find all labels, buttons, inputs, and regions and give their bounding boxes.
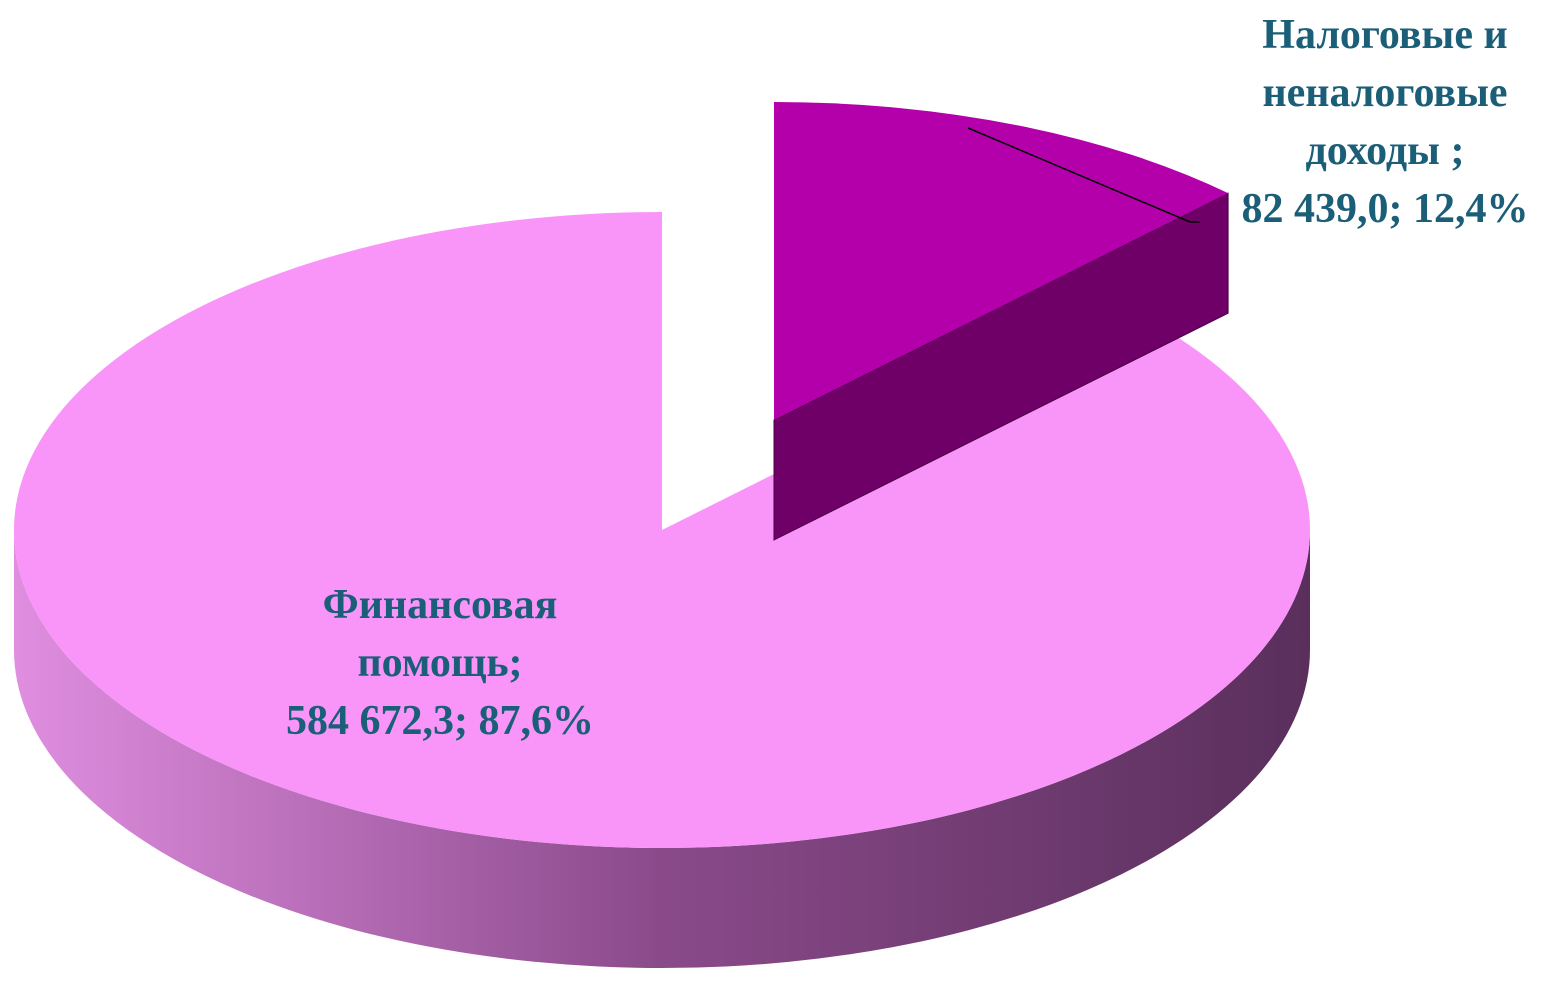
label-1: Финансовая помощь; 584 672,3; 87,6% [250,576,630,750]
label-0: Налоговые и неналоговые доходы ; 82 439,… [1215,6,1555,238]
value-label: 82 439,0; [1241,186,1403,232]
value-line: 584 672,3; 87,6% [250,692,630,750]
slice-side [14,530,1310,968]
value-line: 82 439,0; 12,4% [1215,180,1555,238]
category-label: Налоговые и неналоговые доходы ; [1262,12,1508,174]
category-label: Финансовая помощь; [322,582,558,686]
value-label: 584 672,3; [286,698,468,744]
slice [774,102,1229,420]
leader-line [967,127,1200,223]
pie [14,102,1310,968]
percent-label: 87,6% [478,698,595,744]
slice-face [773,192,1229,541]
percent-label: 12,4% [1413,186,1529,232]
